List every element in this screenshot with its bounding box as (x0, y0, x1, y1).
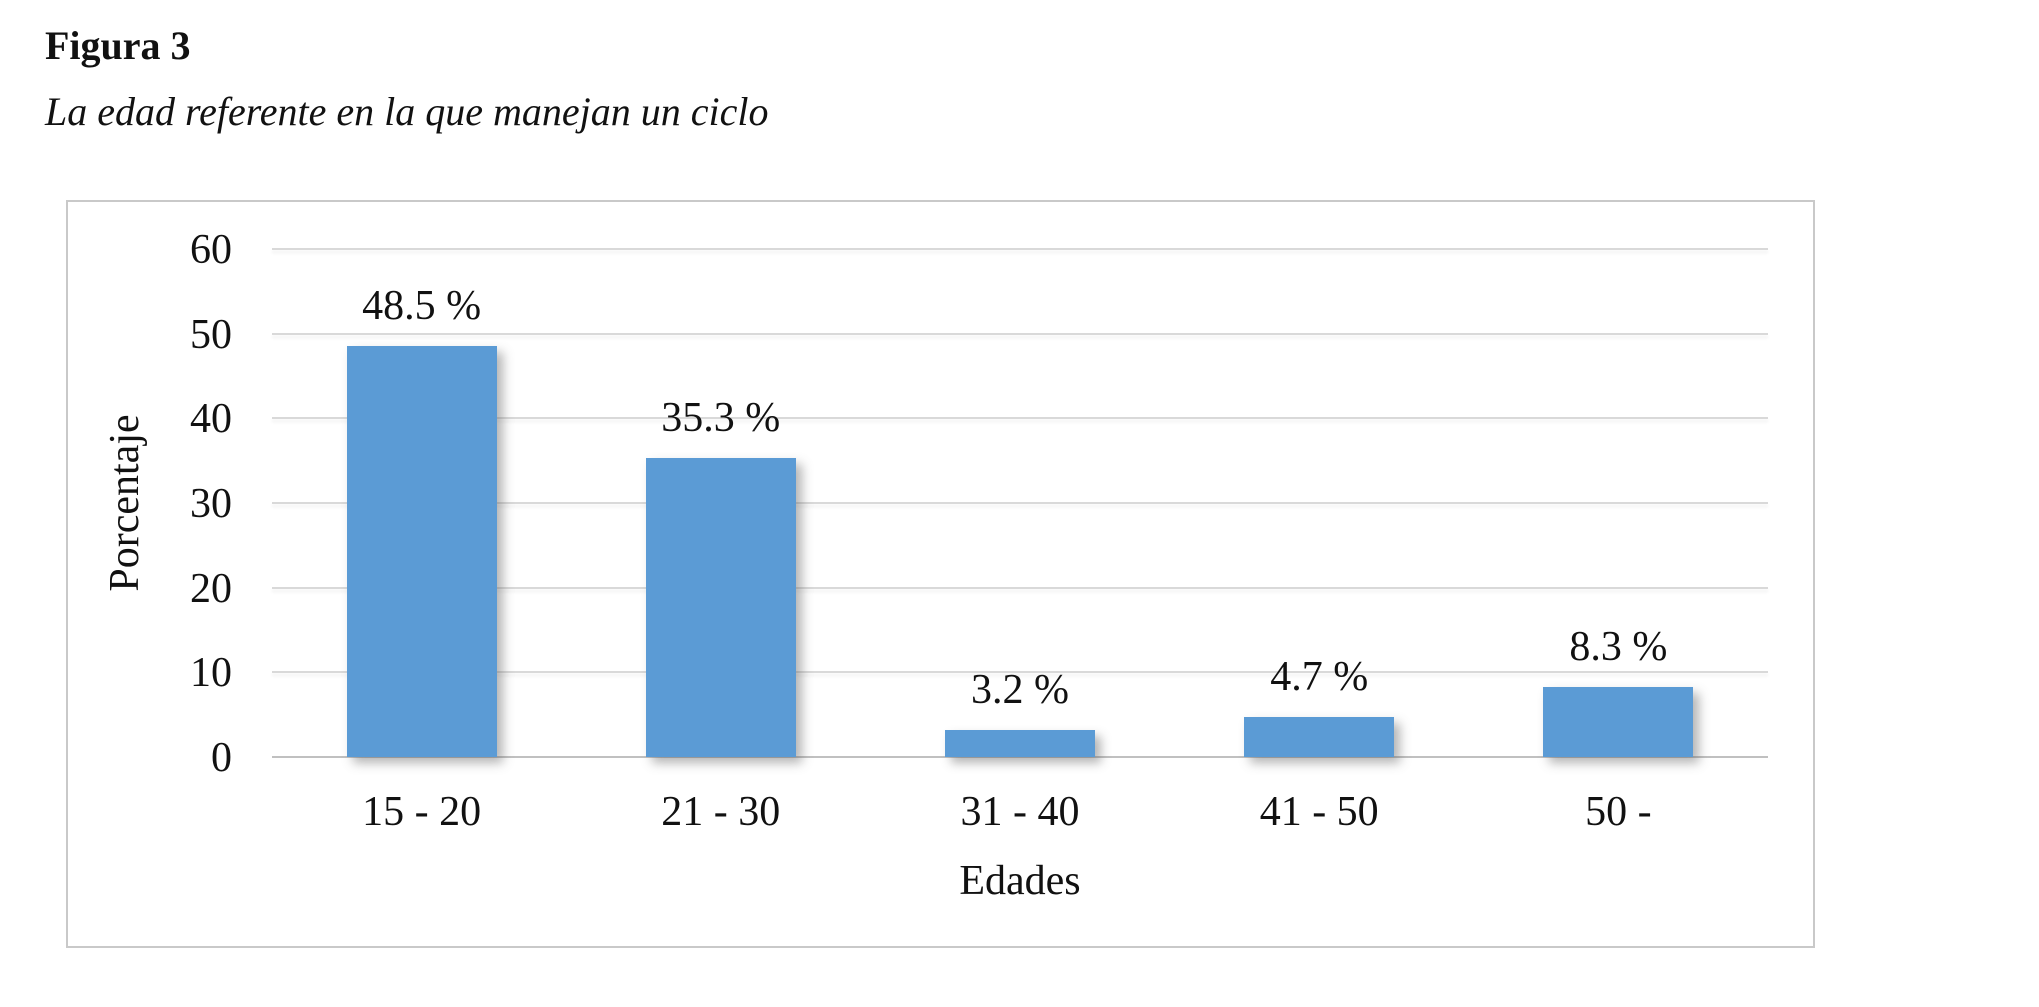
y-tick-label: 20 (190, 565, 232, 612)
bar-value-label: 4.7 % (1270, 654, 1369, 701)
gridline (272, 248, 1768, 250)
y-tick-label: 40 (190, 396, 232, 443)
x-axis-line (272, 756, 1768, 758)
gridline (272, 332, 1768, 335)
x-axis-title: Edades (959, 858, 1081, 904)
bar-chart: Porcentaje 0 10 20 30 40 50 60 48.5 % 15 - 20 35.… (66, 200, 1815, 948)
figure-caption: La edad referente en la que manejan un c… (45, 89, 769, 134)
y-tick-label: 60 (190, 227, 232, 273)
gridline (272, 586, 1768, 589)
x-tick-label: 21 - 30 (661, 789, 781, 835)
x-tick-label: 50 - (1585, 789, 1652, 835)
x-tick-label: 41 - 50 (1259, 789, 1379, 835)
gridline (272, 502, 1768, 504)
y-tick-label: 10 (190, 650, 232, 697)
bar-value-label: 8.3 % (1569, 623, 1668, 670)
gridline (272, 671, 1768, 674)
y-tick-label: 0 (211, 735, 232, 781)
bar-value-label: 35.3 % (661, 395, 781, 442)
bar-41-50 (1244, 717, 1395, 757)
figure-label: Figura 3 (45, 23, 191, 68)
y-tick-label: 30 (190, 481, 232, 527)
bar-31-40 (945, 729, 1095, 757)
bar-21-30 (645, 458, 796, 757)
bar-value-label: 48.5 % (362, 283, 482, 330)
gridline (272, 417, 1768, 420)
bar-15-20 (346, 346, 497, 757)
bar-50- (1543, 686, 1694, 757)
x-tick-label: 15 - 20 (362, 789, 482, 835)
bar-value-label: 3.2 % (971, 666, 1069, 713)
x-tick-label: 31 - 40 (960, 789, 1080, 835)
y-tick-label: 50 (190, 311, 232, 358)
